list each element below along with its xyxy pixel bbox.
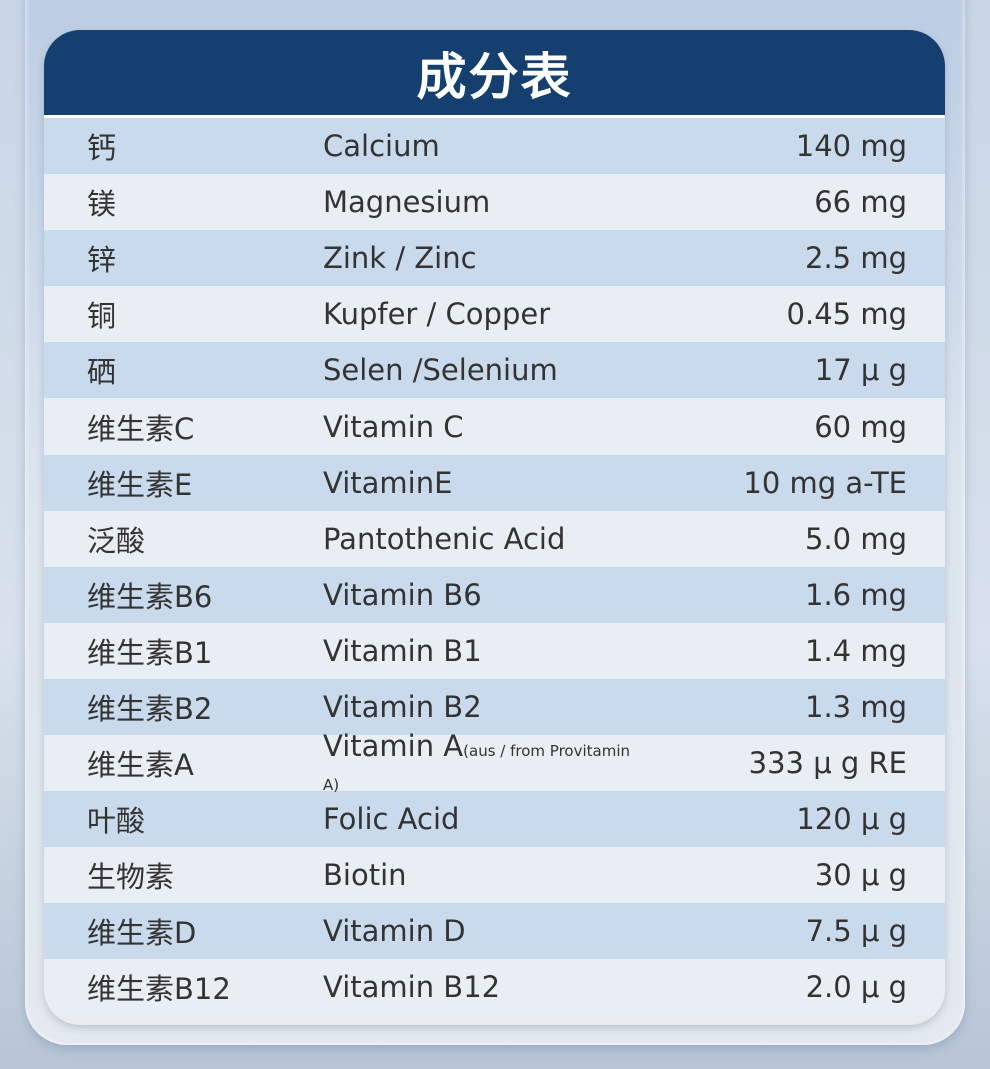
chinese-name: 泛酸 [87,523,146,558]
chinese-name: 维生素B1 [87,635,213,670]
english-name: Folic Acid [280,802,645,836]
english-name-text: Vitamin D [323,914,466,949]
english-name: Vitamin D [280,914,645,948]
english-name-text: Zink / Zinc [323,241,477,276]
chinese-name: 钙 [87,131,117,166]
table-row: 维生素B6 Vitamin B6 1.6 mg [44,566,945,623]
amount: 140 mg [795,129,907,164]
english-name: Vitamin C [280,410,645,444]
english-name: Vitamin B6 [280,578,645,612]
amount: 1.3 mg [805,689,907,724]
english-name-text: Calcium [323,129,440,164]
english-name: VitaminE [280,466,645,500]
table-row: 维生素B2 Vitamin B2 1.3 mg [44,678,945,736]
chinese-name: 维生素B6 [87,579,213,614]
english-name-text: Selen /Selenium [323,353,558,388]
table-row: 维生素D Vitamin D 7.5 μ g [44,903,945,960]
english-name-text: Vitamin B2 [323,689,482,724]
amount: 1.6 mg [805,577,907,612]
english-name: Pantothenic Acid [280,522,645,556]
amount: 333 μ g RE [748,746,907,781]
chinese-name: 维生素B12 [87,972,231,1007]
amount: 0.45 mg [786,297,907,332]
chinese-name: 维生素C [87,411,195,446]
english-name: Vitamin B2 [280,690,645,724]
amount: 2.5 mg [805,241,907,276]
table-row: 镁 Magnesium 66 mg [44,174,945,231]
english-name: Magnesium [280,185,645,219]
english-name: Biotin [280,858,645,892]
table-row: 钙 Calcium 140 mg [44,118,945,175]
chinese-name: 维生素E [87,467,193,502]
chinese-name: 叶酸 [87,804,146,839]
english-name-text: Folic Acid [323,802,460,837]
chinese-name: 镁 [87,187,117,222]
amount: 2.0 μ g [805,970,907,1005]
amount: 7.5 μ g [805,914,907,949]
table-row: 泛酸 Pantothenic Acid 5.0 mg [44,510,945,567]
chinese-name: 维生素A [87,748,194,783]
table-row: 铜 Kupfer / Copper 0.45 mg [44,286,945,343]
table-row: 维生素C Vitamin C 60 mg [44,398,945,455]
chinese-name: 生物素 [87,860,175,895]
english-name: Vitamin B12 [280,970,645,1004]
table-body: 钙 Calcium 140 mg 镁 Magnesium 66 mg 锌 Zink … [44,118,945,1016]
english-name-text: Vitamin A [323,729,464,764]
amount: 17 μ g [814,353,907,388]
english-name: Vitamin A(aus / from Provitamin A) [280,729,645,797]
amount: 60 mg [814,409,907,444]
note: (aus / from Provitamin A) [323,742,630,795]
english-name-text: Vitamin B12 [323,970,501,1005]
english-name: Zink / Zinc [280,241,645,275]
amount: 66 mg [814,185,907,220]
ingredients-table: 成分表 钙 Calcium 140 mg 镁 Magnesium 66 mg 锌 Z… [44,30,945,1025]
chinese-name: 铜 [87,299,117,334]
chinese-name: 维生素D [87,916,197,951]
chinese-name: 硒 [87,355,117,390]
table-row: 维生素A Vitamin A(aus / from Provitamin A) … [44,729,945,794]
english-name-text: Kupfer / Copper [323,297,551,332]
english-name-text: Vitamin B1 [323,633,482,668]
amount: 30 μ g [814,858,907,893]
english-name: Kupfer / Copper [280,297,645,331]
english-name: Selen /Selenium [280,353,645,387]
table-row: 维生素E VitaminE 10 mg a-TE [44,454,945,511]
table-title: 成分表 [44,30,945,118]
english-name-text: Magnesium [323,185,491,220]
table-row: 硒 Selen /Selenium 17 μ g [44,342,945,399]
amount: 1.4 mg [805,633,907,668]
table-row: 维生素B1 Vitamin B1 1.4 mg [44,622,945,679]
english-name: Calcium [280,129,645,163]
english-name: Vitamin B1 [280,634,645,668]
amount: 10 mg a-TE [743,465,907,500]
english-name-text: Pantothenic Acid [323,521,566,556]
chinese-name: 维生素B2 [87,691,213,726]
amount: 120 μ g [796,802,907,837]
chinese-name: 锌 [87,243,117,278]
english-name-text: Vitamin B6 [323,577,482,612]
amount: 5.0 mg [805,521,907,556]
table-row: 叶酸 Folic Acid 120 μ g [44,791,945,848]
english-name-text: VitaminE [323,465,453,500]
table-row: 维生素B12 Vitamin B12 2.0 μ g [44,959,945,1016]
table-row: 生物素 Biotin 30 μ g [44,847,945,904]
table-row: 锌 Zink / Zinc 2.5 mg [44,230,945,287]
english-name-text: Vitamin C [323,409,464,444]
english-name-text: Biotin [323,858,407,893]
